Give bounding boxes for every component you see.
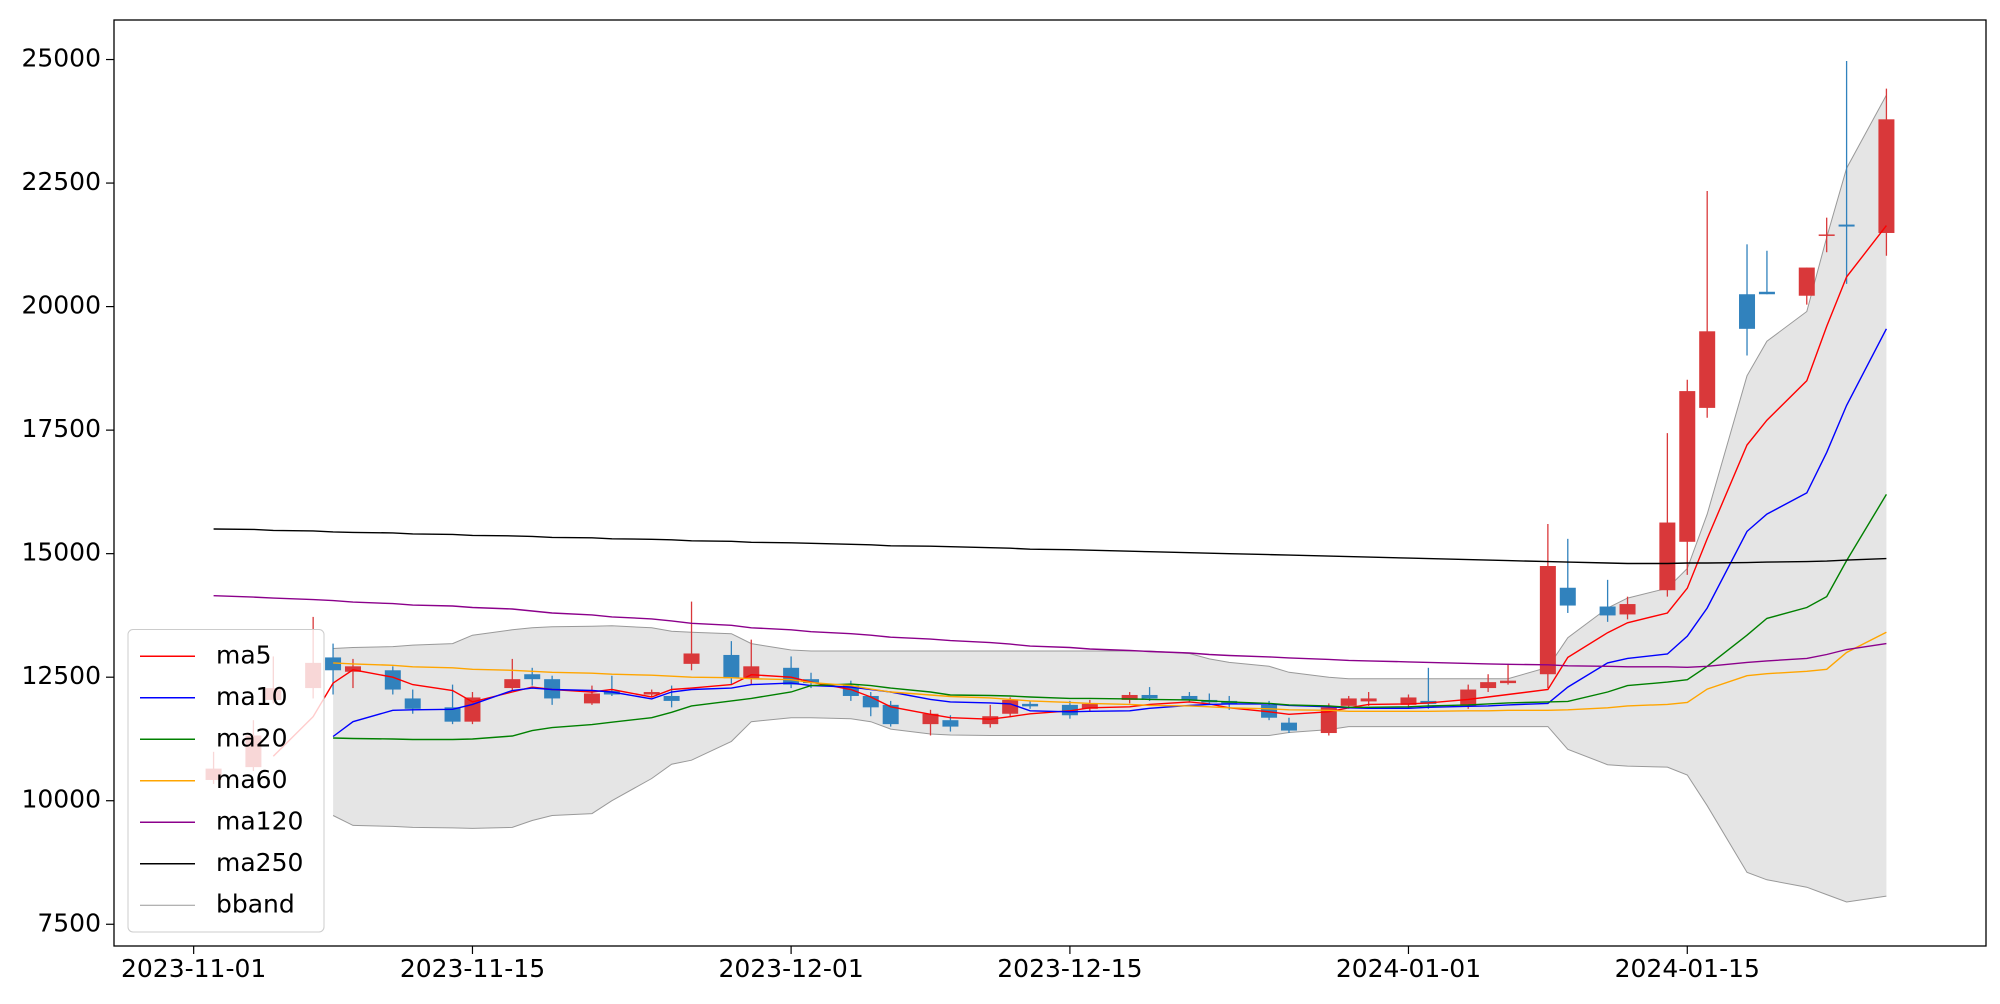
bband-lower (332, 717, 1887, 903)
y-tick-label: 22500 (21, 167, 101, 196)
ma-line (213, 528, 1887, 565)
candle-body (643, 692, 660, 695)
candle-body (344, 666, 361, 672)
candle-body (882, 704, 899, 725)
y-tick-label: 17500 (21, 414, 101, 443)
candle-body (524, 674, 541, 680)
candle-body (1400, 697, 1417, 705)
candle-body (1798, 267, 1815, 296)
candle-body (444, 707, 461, 722)
candle-body (663, 695, 680, 701)
candle-body (1758, 291, 1775, 295)
candle-body (1320, 707, 1337, 734)
legend-label: ma5 (216, 640, 272, 669)
candle-body (1699, 331, 1716, 408)
candle-body (1081, 703, 1098, 709)
candle-body (1181, 695, 1198, 700)
y-tick-label: 20000 (21, 291, 101, 320)
candle-body (1121, 694, 1138, 700)
candle-body (583, 693, 600, 704)
candle-body (1818, 234, 1835, 236)
legend-box (127, 629, 325, 933)
candle-body (1559, 587, 1576, 606)
candle-body (384, 670, 401, 690)
candle-body (603, 691, 620, 695)
x-tick-label: 2024-01-01 (1336, 954, 1481, 983)
candle-body (1141, 694, 1158, 699)
bband-area (333, 95, 1887, 903)
y-tick-label: 15000 (21, 538, 101, 567)
candle-body (683, 653, 700, 664)
candle-body (922, 713, 939, 725)
candle-body (1002, 699, 1019, 714)
candle-body (1679, 391, 1696, 542)
legend-label: ma20 (216, 723, 287, 752)
candle-body (723, 654, 740, 679)
legend-label: ma10 (216, 682, 287, 711)
x-tick-label: 2023-12-01 (718, 954, 863, 983)
x-tick-label: 2023-11-15 (400, 954, 545, 983)
legend-label: ma250 (216, 848, 303, 877)
candle-body (325, 657, 342, 671)
candle-body (1460, 689, 1477, 706)
candle-body (1599, 606, 1616, 616)
bband-upper (333, 94, 1887, 680)
candle-body (803, 679, 820, 684)
candle-body (862, 695, 879, 708)
candle-body (1539, 566, 1556, 675)
legend: ma5 ma10 ma20 ma60 ma120 ma250 bband (127, 629, 325, 933)
plot-frame (113, 19, 1987, 947)
ma-line (332, 328, 1888, 738)
x-tick-label: 2023-12-15 (997, 954, 1142, 983)
candle-body (404, 698, 421, 709)
x-tick-label: 2024-01-15 (1615, 954, 1760, 983)
legend-label: ma120 (216, 806, 303, 835)
candle-body (982, 716, 999, 725)
y-tick-label: 12500 (21, 661, 101, 690)
candle-body (1360, 698, 1377, 702)
candle-body (1500, 680, 1517, 684)
candle-body (1739, 294, 1756, 329)
candle-body (1061, 704, 1078, 716)
candle-body (1619, 604, 1636, 615)
candle-body (1280, 722, 1297, 731)
y-tick-label: 25000 (21, 44, 101, 73)
ma-line (213, 595, 1887, 669)
legend-label: bband (216, 889, 295, 918)
plot-area (205, 61, 1895, 903)
x-tick-label: 2023-11-01 (121, 954, 266, 983)
candle-body (1838, 224, 1855, 227)
ma-line (333, 494, 1887, 741)
candle-body (842, 685, 859, 696)
candle-body (743, 666, 760, 679)
y-tick-label: 7500 (37, 908, 101, 937)
candle-body (1659, 522, 1676, 591)
candle-body (1480, 682, 1497, 689)
ma-line (333, 631, 1887, 712)
candle-body (504, 679, 521, 689)
candle-body (1022, 703, 1039, 707)
candle-body (1340, 698, 1357, 706)
y-tick-label: 10000 (21, 785, 101, 814)
candle-body (942, 720, 959, 727)
candle-body (1878, 119, 1895, 233)
legend-label: ma60 (216, 765, 287, 794)
